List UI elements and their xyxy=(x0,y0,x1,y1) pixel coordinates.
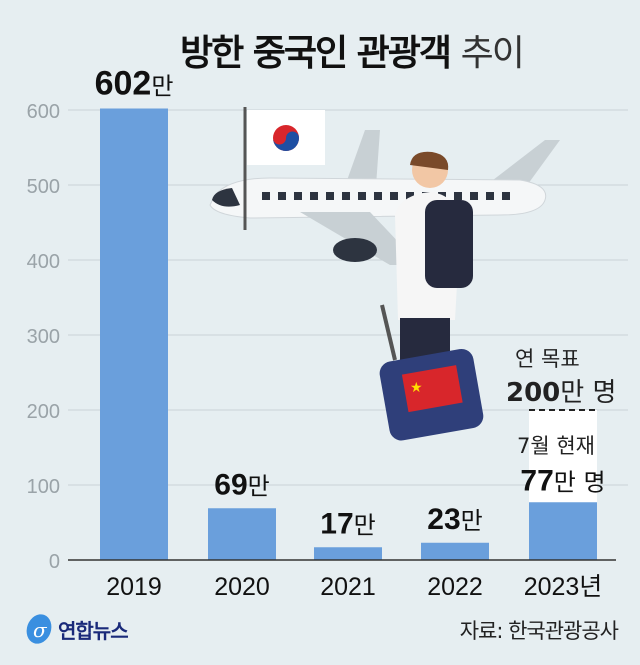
target-value: 200만 명 xyxy=(506,372,616,409)
target-unit: 만 명 xyxy=(560,378,617,408)
data-label-unit: 만 xyxy=(354,511,376,539)
suitcase-handle xyxy=(380,304,397,361)
x-tick-label: 2020 xyxy=(214,573,270,601)
chinese-flag-star: ★ xyxy=(410,380,423,396)
plane-window xyxy=(486,192,494,200)
data-label-unit: 만 xyxy=(151,73,173,101)
data-label: 23만 xyxy=(427,503,482,536)
data-label-unit: 만 xyxy=(461,507,483,535)
data-label-number: 602 xyxy=(95,65,152,103)
y-tick-label: 100 xyxy=(27,476,60,498)
title-bold: 방한 중국인 관광객 xyxy=(180,33,452,74)
yonhap-logo: σ 연합뉴스 xyxy=(24,612,129,646)
plane-window xyxy=(326,192,334,200)
x-tick-label: 2021 xyxy=(320,573,376,601)
plane-window xyxy=(454,192,462,200)
target-number: 200 xyxy=(506,378,561,408)
data-label: 17만 xyxy=(320,507,375,540)
plane-window xyxy=(470,192,478,200)
logo-text: 연합뉴스 xyxy=(58,618,129,643)
target-label: 연 목표 xyxy=(515,347,580,371)
plane-window xyxy=(278,192,286,200)
y-tick-label: 200 xyxy=(27,401,60,423)
data-label-number: 77 xyxy=(520,464,553,497)
y-tick-label: 300 xyxy=(27,326,60,348)
source-note: 자료: 한국관광공사 xyxy=(459,619,619,643)
data-label-unit: 만 xyxy=(248,472,270,500)
bar-2022 xyxy=(421,542,489,560)
bar-2020 xyxy=(208,508,276,560)
plane-window xyxy=(262,192,270,200)
plane-window xyxy=(374,192,382,200)
chinese-flag-icon xyxy=(401,365,463,413)
y-tick-label: 500 xyxy=(27,176,60,198)
taegeuk-blue xyxy=(273,131,299,151)
bar-2023년 xyxy=(529,502,597,560)
plane-window xyxy=(502,192,510,200)
chart-title: 방한 중국인 관광객 추이 xyxy=(180,24,525,76)
svg-text:σ: σ xyxy=(33,618,48,642)
title-light: 추이 xyxy=(460,33,525,74)
plane-window xyxy=(406,192,414,200)
plane-cockpit xyxy=(212,188,240,207)
bar-2019 xyxy=(100,108,168,560)
backpack-icon xyxy=(425,200,473,288)
x-tick-label: 2019 xyxy=(106,573,162,601)
traveler-hair xyxy=(410,151,449,170)
data-label: 602만 xyxy=(95,65,174,103)
plane-window xyxy=(294,192,302,200)
x-tick-label: 2023년 xyxy=(524,573,603,601)
plane-window xyxy=(310,192,318,200)
data-label: 69만 xyxy=(214,468,269,501)
bar-2021 xyxy=(314,547,382,560)
data-label-number: 23 xyxy=(427,503,460,536)
current-label: 7월 현재 xyxy=(517,434,595,458)
x-tick-label: 2022 xyxy=(427,573,483,601)
data-label-unit: 만 명 xyxy=(554,468,606,496)
data-label-number: 17 xyxy=(320,507,353,540)
logo-icon: σ xyxy=(26,614,52,644)
y-tick-label: 600 xyxy=(27,101,60,123)
plane-window xyxy=(390,192,398,200)
illustration: ★ xyxy=(209,107,560,441)
y-tick-label: 0 xyxy=(49,551,60,573)
y-tick-label: 400 xyxy=(27,251,60,273)
data-label-number: 69 xyxy=(214,468,247,501)
data-label: 77만 명 xyxy=(520,464,605,497)
plane-window xyxy=(342,192,350,200)
plane-window xyxy=(358,192,366,200)
plane-engine xyxy=(333,238,377,262)
